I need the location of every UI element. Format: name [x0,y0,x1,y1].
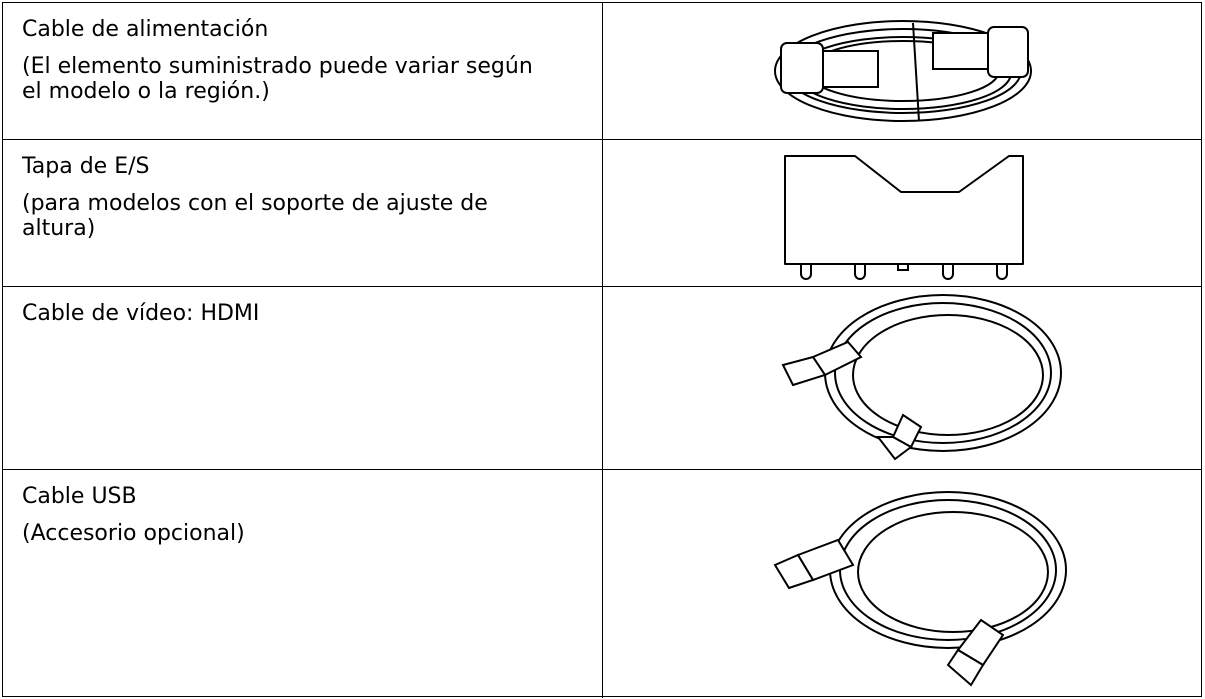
item-note: (El elemento suministrado puede variar s… [22,54,533,104]
description-cell: Tapa de E/S (para modelos con el soporte… [3,140,603,286]
item-title: Cable de vídeo: HDMI [22,301,260,326]
item-note: (para modelos con el soporte de ajuste d… [22,191,488,241]
table-row: Tapa de E/S (para modelos con el soporte… [3,140,1201,287]
description-cell: Cable de alimentación (El elemento sumin… [3,3,603,139]
item-note: (Accesorio opcional) [22,521,245,546]
io-cover-illustration [784,155,1024,280]
table-row: Cable de alimentación (El elemento sumin… [3,3,1201,140]
table-row: Cable de vídeo: HDMI [3,287,1201,470]
image-cell [603,3,1201,139]
power-cable-illustration [774,20,1032,122]
image-cell [603,470,1201,698]
item-title: Cable de alimentación [22,17,269,42]
image-cell [603,287,1201,469]
usb-cable-illustration [773,491,1067,687]
item-title: Tapa de E/S [22,154,150,179]
table-row: Cable USB (Accesorio opcional) [3,470,1201,698]
hdmi-cable-illustration [781,294,1062,461]
description-cell: Cable USB (Accesorio opcional) [3,470,603,698]
image-cell [603,140,1201,286]
item-title: Cable USB [22,484,137,509]
description-cell: Cable de vídeo: HDMI [3,287,603,469]
